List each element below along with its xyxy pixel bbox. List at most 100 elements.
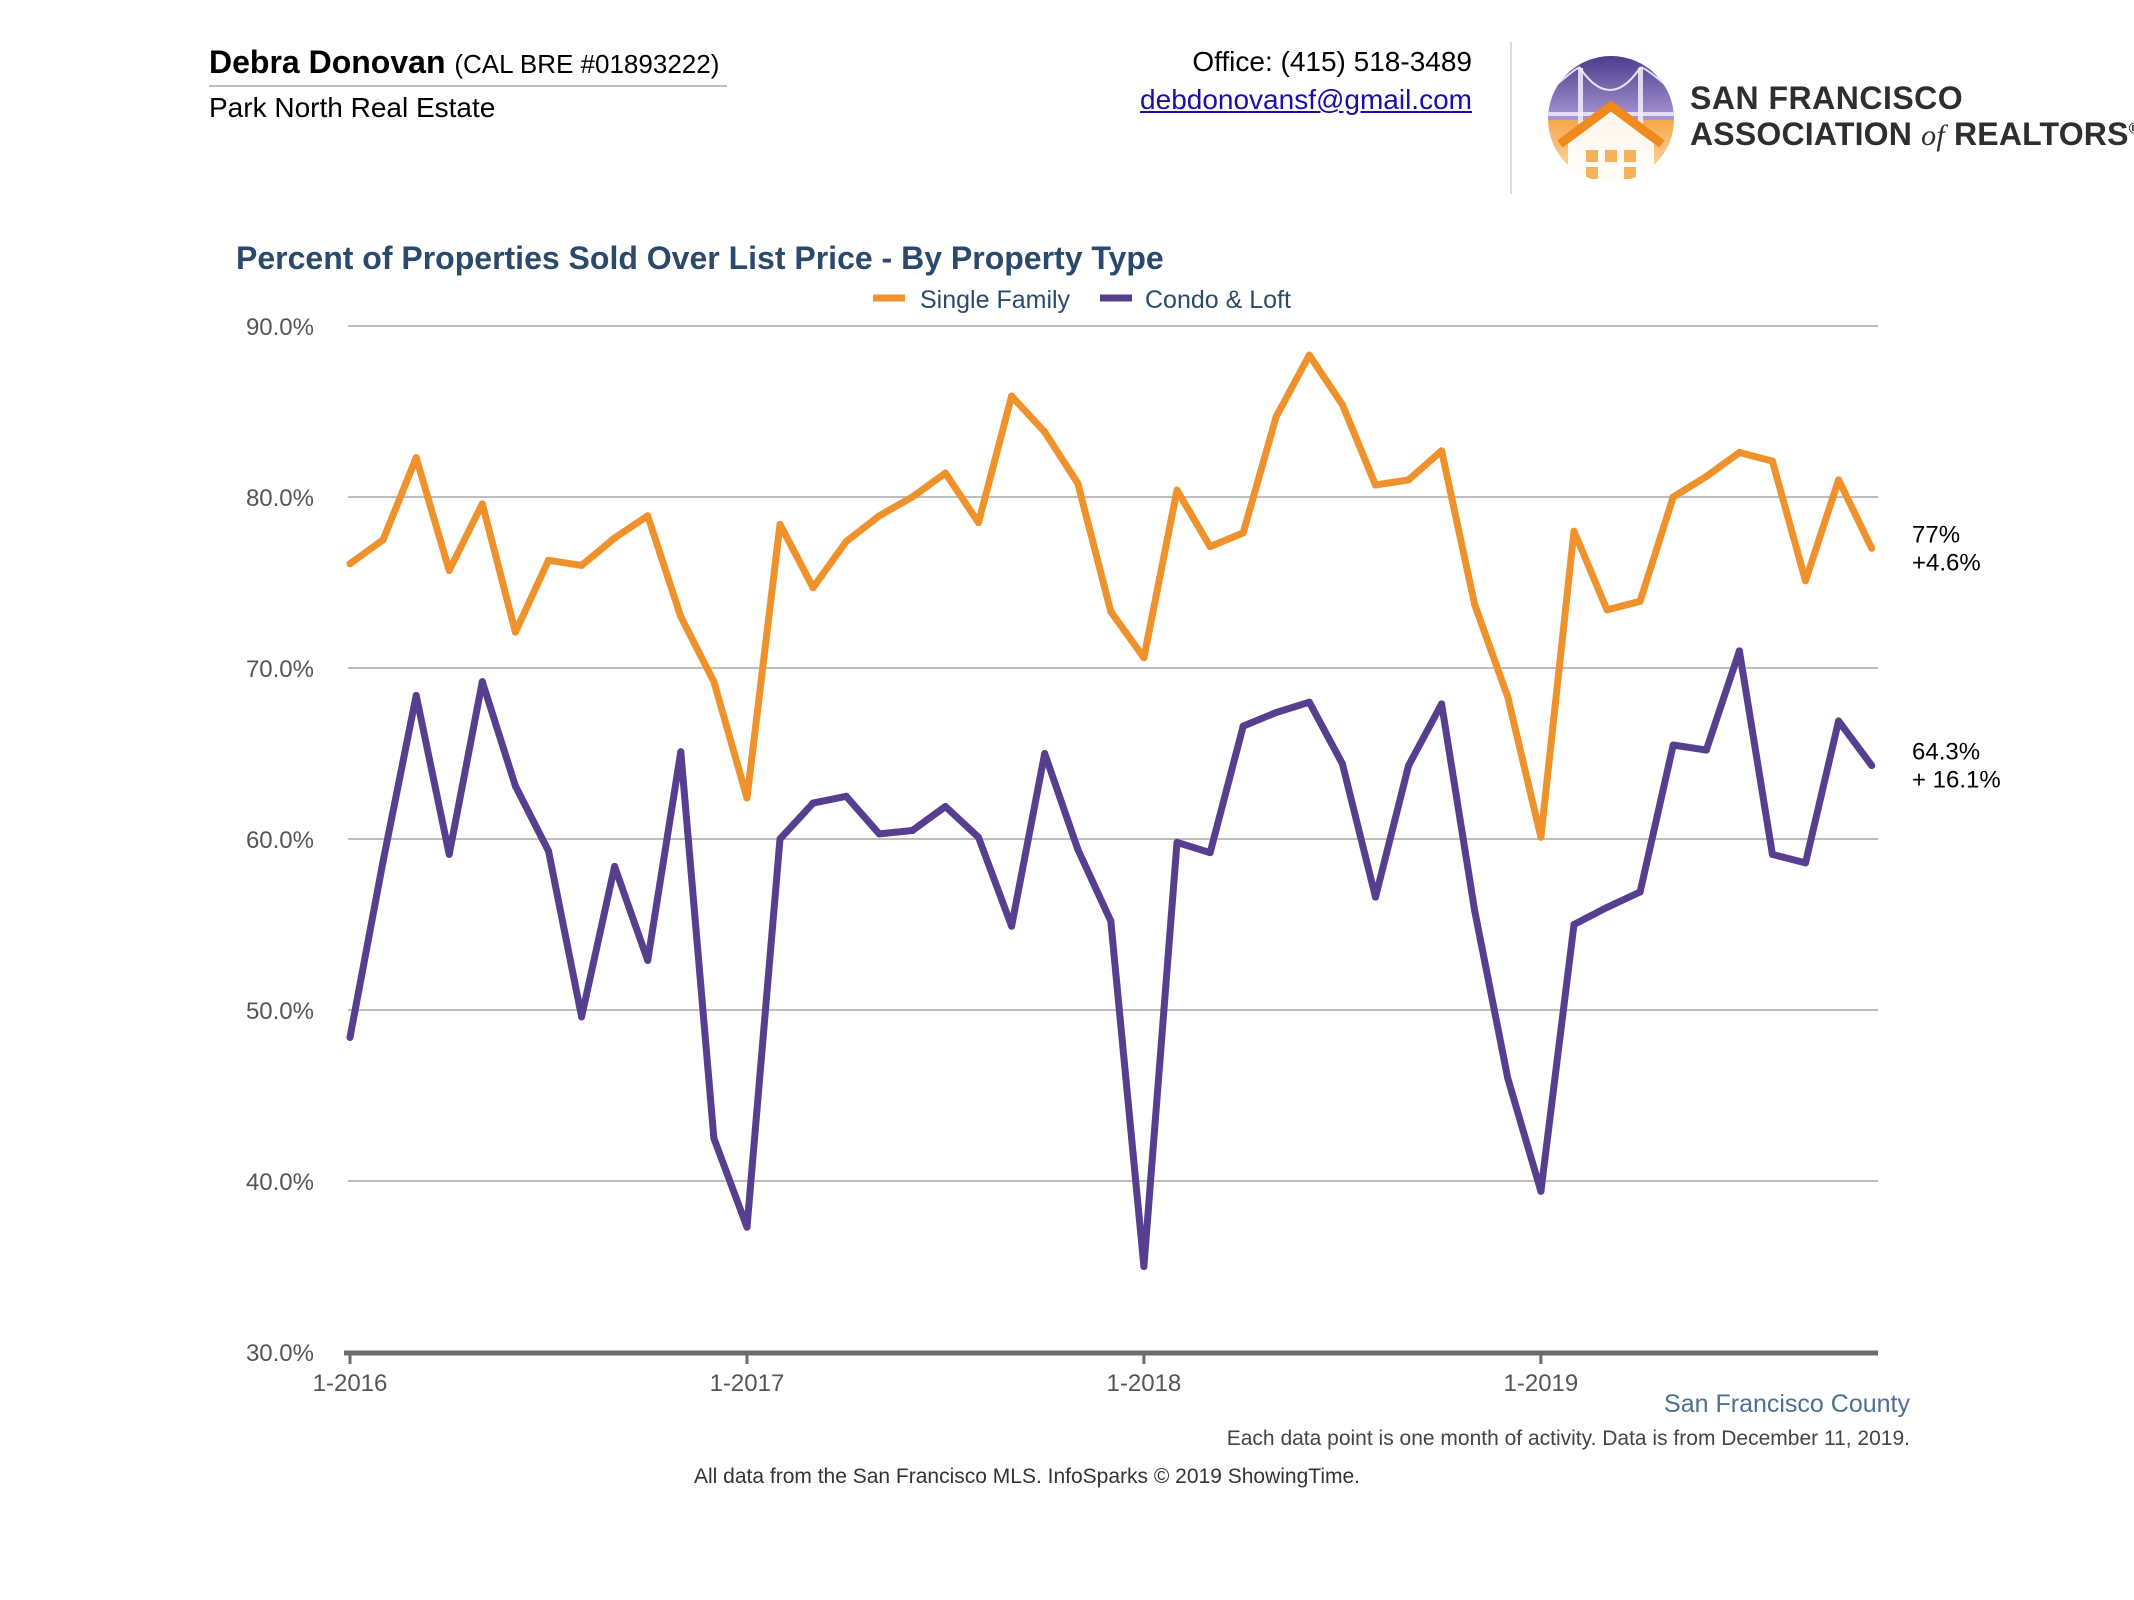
data-point-single-family: [1835, 476, 1843, 484]
data-point-condo-loft: [544, 847, 552, 855]
email-link[interactable]: debdonovansf@gmail.com: [1140, 84, 1472, 115]
data-point-condo-loft: [1140, 1263, 1148, 1270]
data-point-condo-loft: [809, 799, 817, 807]
data-point-condo-loft: [578, 1013, 586, 1021]
series-line-single-family: [346, 351, 1876, 841]
data-point-condo-loft: [1371, 893, 1379, 901]
end-label-value-single-family: 77%: [1912, 521, 1960, 548]
data-point-single-family: [1338, 401, 1346, 409]
data-point-condo-loft: [743, 1223, 751, 1231]
data-point-condo-loft: [511, 782, 519, 790]
data-point-single-family: [1768, 457, 1776, 465]
data-point-single-family: [1802, 577, 1810, 585]
data-point-single-family: [1107, 608, 1115, 616]
data-point-single-family: [1669, 493, 1677, 501]
data-point-single-family: [1239, 529, 1247, 537]
y-tick-label: 30.0%: [246, 1340, 314, 1367]
header-divider: [1510, 42, 1512, 194]
data-point-single-family: [1041, 428, 1049, 436]
data-point-single-family: [578, 561, 586, 569]
data-point-single-family: [1603, 606, 1611, 614]
y-tick-label: 90.0%: [246, 314, 314, 341]
data-point-single-family: [1405, 476, 1413, 484]
company-name: Park North Real Estate: [209, 92, 496, 123]
legend: Single Family Condo & Loft: [873, 286, 1291, 314]
region-label: San Francisco County: [1664, 1390, 1910, 1419]
data-point-condo-loft: [1802, 859, 1810, 867]
data-point-condo-loft: [1768, 850, 1776, 858]
data-point-single-family: [842, 537, 850, 545]
x-axis: 1-2016 1-2017 1-2018 1-2019: [313, 1350, 1878, 1397]
data-point-single-family: [1438, 447, 1446, 455]
x-tick-label: 1-2018: [1107, 1370, 1182, 1397]
y-tick-label: 40.0%: [246, 1169, 314, 1196]
org-name-association: ASSOCIATION: [1690, 116, 1913, 152]
data-point-single-family: [644, 512, 652, 520]
data-point-condo-loft: [1702, 746, 1710, 754]
y-tick-label: 80.0%: [246, 485, 314, 512]
data-point-condo-loft: [1074, 845, 1082, 853]
x-tick-label: 1-2016: [313, 1370, 388, 1397]
data-point-single-family: [743, 794, 751, 802]
data-point-condo-loft: [710, 1134, 718, 1142]
series-lines: [346, 351, 1876, 1270]
golden-gate-bridge-house-logo-icon: [1548, 56, 1674, 182]
data-point-single-family: [776, 520, 784, 528]
org-name-line1: SAN FRANCISCO: [1690, 80, 1964, 116]
data-point-single-family: [1206, 543, 1214, 551]
data-point-single-family: [1636, 597, 1644, 605]
series-line-condo-loft: [346, 647, 1876, 1270]
legend-label-single-family: Single Family: [920, 286, 1071, 314]
data-point-condo-loft: [445, 850, 453, 858]
data-point-condo-loft: [1338, 760, 1346, 768]
data-point-condo-loft: [412, 691, 420, 699]
agent-name-text: Debra Donovan: [209, 44, 446, 80]
data-point-condo-loft: [1008, 922, 1016, 930]
data-point-single-family: [1504, 693, 1512, 701]
org-name-line2: ASSOCIATION of REALTORS®: [1690, 116, 2134, 153]
data-point-condo-loft: [875, 830, 883, 838]
data-point-single-family: [1537, 833, 1545, 841]
data-point-condo-loft: [1735, 647, 1743, 655]
data-point-single-family: [1305, 351, 1313, 359]
data-point-condo-loft: [1504, 1074, 1512, 1082]
legend-label-condo-loft: Condo & Loft: [1145, 286, 1291, 314]
end-label-change-condo-loft: + 16.1%: [1912, 766, 2001, 793]
data-point-single-family: [1008, 392, 1016, 400]
data-point-single-family: [1140, 654, 1148, 662]
data-point-condo-loft: [1868, 761, 1876, 769]
y-tick-label: 50.0%: [246, 998, 314, 1025]
data-point-condo-loft: [941, 803, 949, 811]
data-point-single-family: [1371, 481, 1379, 489]
agent-name: Debra Donovan (CAL BRE #01893222): [209, 44, 719, 81]
data-point-condo-loft: [1107, 917, 1115, 925]
gridlines: [348, 325, 1878, 1182]
data-point-single-family: [1471, 601, 1479, 609]
org-name-of: of: [1921, 119, 1945, 152]
y-tick-label: 70.0%: [246, 656, 314, 683]
data-point-condo-loft: [1272, 708, 1280, 716]
data-point-condo-loft: [1206, 849, 1214, 857]
end-label-value-condo-loft: 64.3%: [1912, 738, 1980, 765]
x-tick-label: 1-2019: [1504, 1370, 1579, 1397]
data-point-single-family: [1868, 544, 1876, 552]
data-point-single-family: [875, 512, 883, 520]
data-point-single-family: [1570, 527, 1578, 535]
data-point-single-family: [1272, 413, 1280, 421]
end-label-change-single-family: +4.6%: [1912, 549, 1981, 576]
data-point-condo-loft: [1835, 717, 1843, 725]
data-point-condo-loft: [776, 835, 784, 843]
y-axis-tick-labels: 30.0% 40.0% 50.0% 60.0% 70.0% 80.0% 90.0%: [246, 314, 314, 1367]
data-point-single-family: [611, 534, 619, 542]
data-point-condo-loft: [1471, 907, 1479, 915]
data-point-single-family: [445, 567, 453, 575]
data-point-single-family: [975, 519, 983, 527]
data-point-single-family: [1702, 472, 1710, 480]
data-point-condo-loft: [478, 678, 486, 686]
data-point-condo-loft: [1438, 700, 1446, 708]
data-point-condo-loft: [1570, 921, 1578, 928]
data-point-single-family: [511, 628, 519, 636]
data-point-condo-loft: [677, 748, 685, 756]
data-point-condo-loft: [379, 857, 387, 865]
data-point-condo-loft: [644, 956, 652, 964]
